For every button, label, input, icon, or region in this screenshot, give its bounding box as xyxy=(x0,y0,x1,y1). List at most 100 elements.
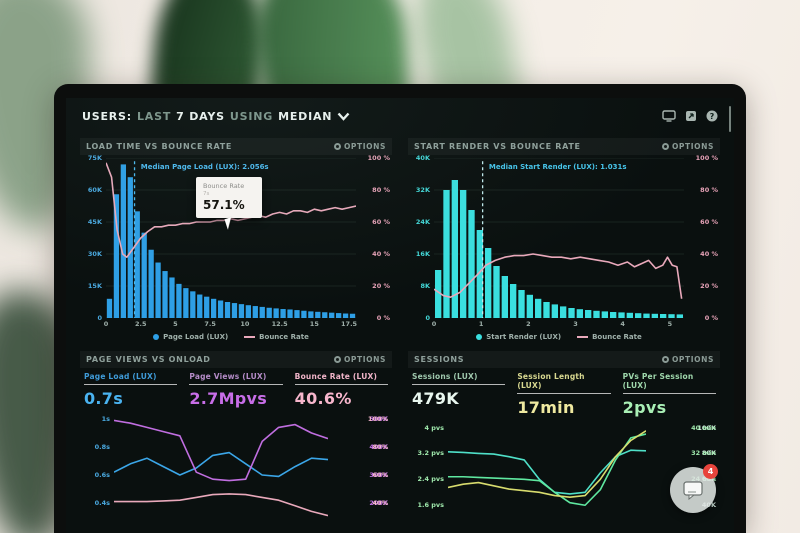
chart-plot: Median Page Load (LUX): 2.056s Bounce Ra… xyxy=(106,158,356,318)
metric-value: 479K xyxy=(412,389,459,408)
header-days-label: 7 DAYS xyxy=(176,109,225,123)
axis-tick: 0 xyxy=(103,320,109,328)
axis-label: 60K xyxy=(87,186,102,194)
metric: PVs Per Session (LUX) 2pvs xyxy=(622,372,716,417)
metric-value: 17min xyxy=(517,398,575,417)
panel-page-views-vs-onload: PAGE VIEWS VS ONLOAD OPTIONS Page Load (… xyxy=(80,351,392,533)
metric-rule xyxy=(189,384,283,385)
axis-tick: 3 xyxy=(573,320,578,328)
axis-label: 45K xyxy=(87,218,102,226)
help-icon[interactable]: ? xyxy=(706,110,718,122)
panel-header: SESSIONS OPTIONS xyxy=(408,351,720,368)
metric-label: Page Views (LUX) xyxy=(189,372,267,381)
series-line-icon xyxy=(577,335,589,338)
axis-label: 0 xyxy=(97,314,102,322)
tooltip-sub: 7s xyxy=(203,191,210,198)
laptop-bezel: USERS: LAST 7 DAYS USING MEDIAN ? xyxy=(54,84,746,533)
y-axis-left: 4 pvs 3.2 pvs 2.4 pvs 1.6 pvs xyxy=(408,422,448,533)
metric-group: Page Load (LUX) 0.7s Page Views (LUX) 2.7Mp… xyxy=(80,371,392,413)
axis-tick: 7.5 xyxy=(204,320,216,328)
axis-label: 20 % xyxy=(700,282,718,290)
metric-rule xyxy=(294,384,388,385)
legend-item: Page Load (LUX) xyxy=(153,333,228,341)
median-annotation: Median Start Render (LUX): 1.031s xyxy=(488,162,627,171)
axis-label: 0 xyxy=(425,314,430,322)
axis-label: 75K xyxy=(87,154,102,162)
chat-bubble-icon xyxy=(683,481,703,500)
bar-line-chart: 75K 60K 45K 30K 15K 0 Median Page Load (LUX):… xyxy=(80,154,392,344)
axis-label: 60 % xyxy=(700,218,718,226)
panel-load-time-vs-bounce: LOAD TIME VS BOUNCE RATE OPTIONS 75K 60K 4… xyxy=(80,138,392,344)
line-chart: 1s 0.8s 0.6s 0.4s 500K 100% 400K 80% 300K 60% 200… xyxy=(80,413,392,533)
series-dot-icon xyxy=(476,333,483,340)
metric-label: PVs Per Session (LUX) xyxy=(622,372,694,390)
chart-legend: Start Render (LUX) Bounce Rate xyxy=(434,329,684,344)
header-users-label: USERS: xyxy=(82,109,132,123)
axis-label: 0.6s xyxy=(94,471,110,479)
metric: Page Load (LUX) 0.7s xyxy=(84,372,178,408)
header-filter-dropdown[interactable]: USERS: LAST 7 DAYS USING MEDIAN xyxy=(82,110,350,123)
metric: Bounce Rate (LUX) 40.6% xyxy=(294,372,388,408)
panel-title: PAGE VIEWS VS ONLOAD xyxy=(86,355,211,364)
gear-icon xyxy=(661,143,669,150)
y-axis-right: 100 % 80 % 60 % 40 % 20 % 0 % xyxy=(356,154,392,322)
header-median-label: MEDIAN xyxy=(278,109,333,123)
axis-label: 40 % xyxy=(372,250,390,258)
axis-label: 40 % xyxy=(700,250,718,258)
metric-value: 0.7s xyxy=(84,389,124,408)
x-axis: 0 1 2 3 4 5 xyxy=(431,318,684,329)
series-line-icon xyxy=(244,335,256,338)
header-last-label: LAST xyxy=(136,109,172,123)
chart-plot xyxy=(448,422,646,533)
gear-icon xyxy=(333,143,341,150)
options-button[interactable]: OPTIONS xyxy=(661,142,714,151)
gear-icon xyxy=(333,356,341,363)
axis-tick: 5 xyxy=(173,320,178,328)
bar-line-chart: 40K 32K 24K 16K 8K 0 Median Start Render (LUX… xyxy=(408,154,720,344)
options-button[interactable]: OPTIONS xyxy=(333,355,386,364)
panel-grid: LOAD TIME VS BOUNCE RATE OPTIONS 75K 60K 4… xyxy=(80,138,720,533)
metric-label: Bounce Rate (LUX) xyxy=(294,372,378,381)
panel-sessions: SESSIONS OPTIONS Sessions (LUX) 479K Sessi… xyxy=(408,351,720,533)
metric-value: 2.7Mpvs xyxy=(189,389,268,408)
metric-value: 2pvs xyxy=(622,398,667,417)
y-axis-left: 1s 0.8s 0.6s 0.4s xyxy=(80,413,114,533)
axis-tick: 1 xyxy=(478,320,484,328)
panel-title: LOAD TIME VS BOUNCE RATE xyxy=(86,142,233,151)
metric-group: Sessions (LUX) 479K Session Length (LUX) 17… xyxy=(408,371,720,422)
metric: Page Views (LUX) 2.7Mpvs xyxy=(189,372,283,408)
axis-label: 0.4s xyxy=(94,499,110,507)
panel-title: START RENDER VS BOUNCE RATE xyxy=(414,142,581,151)
metric: Session Length (LUX) 17min xyxy=(517,372,611,417)
axis-label: 100 % xyxy=(367,154,390,162)
axis-label: 15K xyxy=(87,282,102,290)
axis-label: 1s xyxy=(101,415,110,423)
axis-tick: 2.5 xyxy=(134,320,147,328)
share-icon[interactable] xyxy=(685,110,697,122)
display-icon[interactable] xyxy=(662,110,676,122)
axis-tick: 10 xyxy=(240,320,250,328)
axis-label: 40K xyxy=(415,154,430,162)
axis-label: 0.8s xyxy=(94,443,110,451)
median-annotation: Median Page Load (LUX): 2.056s xyxy=(140,162,269,171)
svg-text:?: ? xyxy=(710,112,715,121)
axis-tick: 4 xyxy=(620,320,625,328)
axis-label: 60 % xyxy=(372,218,390,226)
y-axis-right: 500K 100% 400K 80% 300K 60% 200K 40% xyxy=(367,415,388,507)
gear-icon xyxy=(661,356,669,363)
dashboard-header: USERS: LAST 7 DAYS USING MEDIAN ? xyxy=(66,98,734,132)
panel-start-render-vs-bounce: START RENDER VS BOUNCE RATE OPTIONS 40K 3… xyxy=(408,138,720,344)
options-button[interactable]: OPTIONS xyxy=(661,355,714,364)
legend-item: Bounce Rate xyxy=(244,333,309,341)
header-icon-group: ? xyxy=(662,110,718,122)
x-axis: 0 2.5 5 7.5 10 12.5 15 17.5 xyxy=(103,318,357,329)
metric-label: Sessions (LUX) xyxy=(412,372,478,381)
options-button[interactable]: OPTIONS xyxy=(333,142,386,151)
axis-tick: 0 xyxy=(431,320,437,328)
tooltip-label: Bounce Rate xyxy=(203,182,245,191)
axis-tick: 5 xyxy=(667,320,673,328)
chart-plot xyxy=(114,413,328,533)
chat-widget-button[interactable]: 4 xyxy=(670,464,718,513)
axis-label: 32K xyxy=(415,186,430,194)
